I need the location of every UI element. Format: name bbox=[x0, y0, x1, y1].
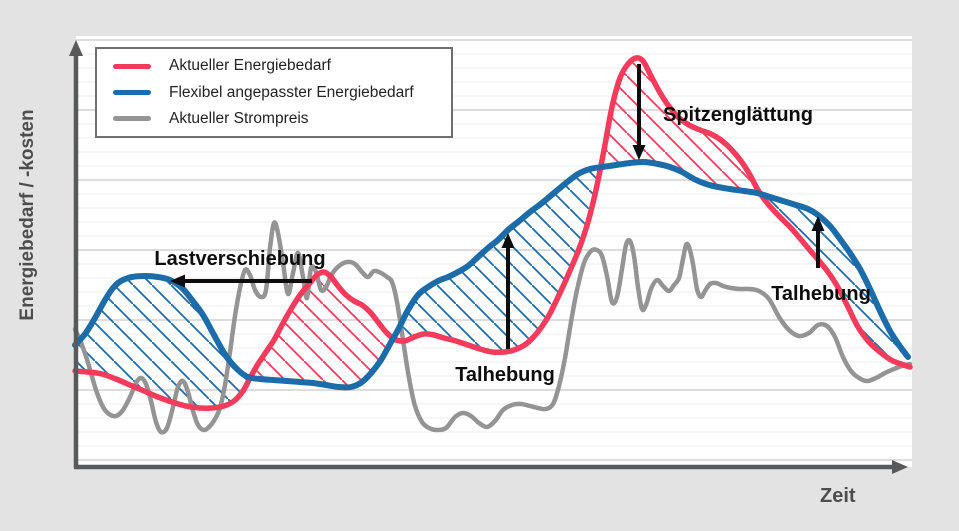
blue-line-swatch bbox=[113, 90, 151, 95]
gray-line-swatch bbox=[113, 116, 151, 122]
annotation-talhebung-1: Talhebung bbox=[455, 364, 555, 386]
legend-item-price: Aktueller Strompreis bbox=[97, 110, 451, 128]
arrow-talhebung-1-head bbox=[501, 233, 515, 248]
legend-label-actual-energy: Aktueller Energiebedarf bbox=[169, 57, 331, 75]
series-line-1 bbox=[72, 158, 911, 391]
hatch-region-4 bbox=[757, 191, 906, 366]
series-line-2 bbox=[72, 220, 913, 435]
legend-item-flexible-energy: Flexibel angepasster Energiebedarf bbox=[97, 84, 451, 102]
legend-label-price: Aktueller Strompreis bbox=[169, 109, 309, 127]
hatch-region-2 bbox=[392, 165, 601, 352]
arrow-lastverschiebung-head bbox=[170, 274, 185, 288]
y-axis-line-head bbox=[69, 40, 83, 56]
hatch-region-1 bbox=[252, 272, 392, 387]
hatch-region-0 bbox=[75, 276, 252, 408]
legend-label-flexible-energy: Flexibel angepasster Energiebedarf bbox=[169, 83, 414, 101]
y-axis-label: Energiebedarf / -kosten bbox=[17, 109, 38, 321]
arrow-talhebung-2-head bbox=[811, 216, 825, 231]
red-line-swatch bbox=[113, 63, 151, 69]
legend-item-actual-energy: Aktueller Energiebedarf bbox=[97, 57, 451, 75]
x-axis-line-head bbox=[892, 460, 908, 474]
annotation-talhebung-2: Talhebung bbox=[771, 283, 871, 305]
annotation-lastverschiebung: Lastverschiebung bbox=[154, 248, 325, 270]
annotation-spitzenglaettung: Spitzenglättung bbox=[663, 104, 813, 126]
legend: Aktueller Energiebedarf Flexibel angepas… bbox=[95, 47, 453, 138]
arrow-spitzenglaettung-head bbox=[632, 145, 646, 160]
x-axis-label: Zeit bbox=[820, 485, 856, 507]
